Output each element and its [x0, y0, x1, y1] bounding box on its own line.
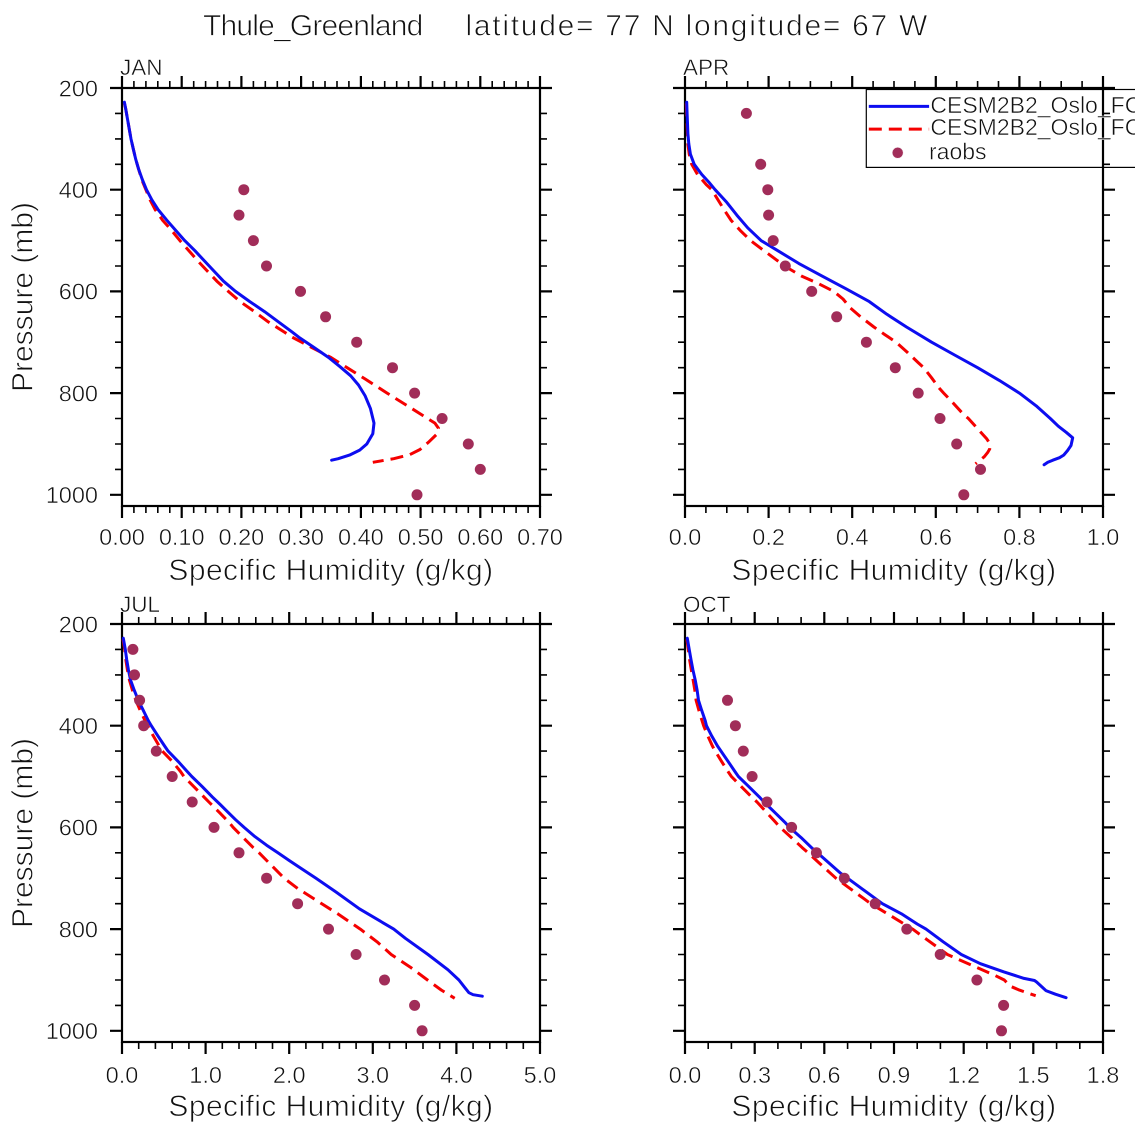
svg-text:APR: APR — [683, 55, 729, 80]
svg-text:0.8: 0.8 — [1003, 524, 1036, 550]
svg-text:OCT: OCT — [683, 592, 731, 617]
svg-text:CESM2B2_Oslo_FC(: CESM2B2_Oslo_FC( — [930, 92, 1135, 118]
svg-text:0.0: 0.0 — [669, 524, 702, 550]
svg-text:Pressure (mb): Pressure (mb) — [7, 202, 40, 392]
svg-text:0.0: 0.0 — [669, 1062, 702, 1088]
svg-text:1.0: 1.0 — [189, 1062, 222, 1088]
svg-text:1.5: 1.5 — [1017, 1062, 1050, 1088]
svg-text:1.2: 1.2 — [947, 1062, 980, 1088]
svg-text:1.0: 1.0 — [1087, 524, 1120, 550]
svg-text:JAN: JAN — [120, 55, 163, 80]
svg-text:800: 800 — [59, 380, 98, 406]
svg-text:0.6: 0.6 — [919, 524, 952, 550]
svg-text:0.70: 0.70 — [517, 524, 563, 550]
svg-text:0.6: 0.6 — [808, 1062, 841, 1088]
svg-text:0.40: 0.40 — [338, 524, 384, 550]
svg-text:Specific Humidity (g/kg): Specific Humidity (g/kg) — [168, 1090, 493, 1123]
svg-text:CESM2B2_Oslo_FC(: CESM2B2_Oslo_FC( — [930, 114, 1135, 140]
svg-text:600: 600 — [59, 815, 98, 841]
svg-text:Pressure (mb): Pressure (mb) — [7, 738, 40, 928]
svg-text:0.50: 0.50 — [398, 524, 444, 550]
svg-text:1000: 1000 — [46, 482, 98, 508]
svg-text:0.00: 0.00 — [99, 524, 145, 550]
svg-text:600: 600 — [59, 279, 98, 305]
svg-text:JUL: JUL — [120, 592, 160, 617]
svg-text:400: 400 — [59, 177, 98, 203]
svg-text:Thule_Greenland: Thule_Greenland — [203, 10, 423, 43]
svg-text:2.0: 2.0 — [273, 1062, 306, 1088]
svg-text:0.30: 0.30 — [278, 524, 324, 550]
svg-text:0.60: 0.60 — [457, 524, 503, 550]
svg-text:0.3: 0.3 — [738, 1062, 771, 1088]
svg-text:200: 200 — [59, 75, 98, 101]
svg-text:0.9: 0.9 — [878, 1062, 911, 1088]
svg-text:Specific Humidity (g/kg): Specific Humidity (g/kg) — [731, 554, 1056, 587]
svg-text:raobs: raobs — [929, 138, 987, 164]
svg-text:4.0: 4.0 — [440, 1062, 473, 1088]
svg-text:0.20: 0.20 — [219, 524, 265, 550]
svg-text:3.0: 3.0 — [356, 1062, 389, 1088]
svg-text:400: 400 — [59, 713, 98, 739]
svg-text:1000: 1000 — [46, 1018, 98, 1044]
svg-text:Specific Humidity (g/kg): Specific Humidity (g/kg) — [168, 554, 493, 587]
svg-text:latitude= 77 N longitude= 67 W: latitude= 77 N longitude= 67 W — [466, 10, 930, 43]
svg-text:1.8: 1.8 — [1087, 1062, 1120, 1088]
svg-text:0.2: 0.2 — [752, 524, 785, 550]
svg-text:5.0: 5.0 — [524, 1062, 557, 1088]
svg-text:800: 800 — [59, 916, 98, 942]
svg-text:0.4: 0.4 — [836, 524, 869, 550]
svg-text:200: 200 — [59, 611, 98, 637]
svg-text:0.10: 0.10 — [159, 524, 205, 550]
svg-text:0.0: 0.0 — [106, 1062, 139, 1088]
svg-text:Specific Humidity (g/kg): Specific Humidity (g/kg) — [731, 1090, 1056, 1123]
